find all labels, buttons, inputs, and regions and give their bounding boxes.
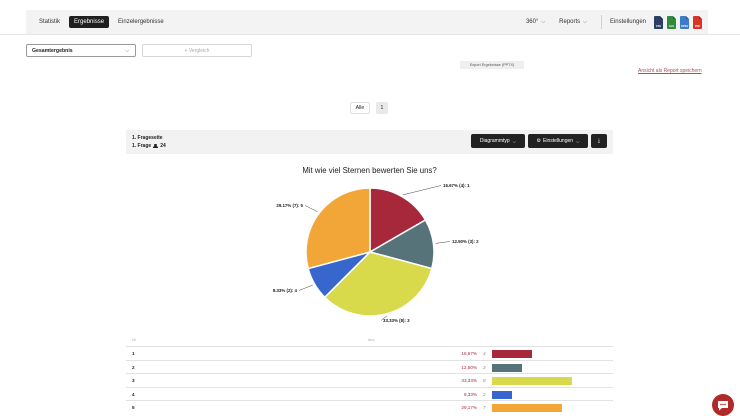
save-report-link[interactable]: Ansicht als Report speichern bbox=[638, 68, 702, 74]
compare-button[interactable]: + Vergleich bbox=[142, 44, 252, 57]
chart-type-button[interactable]: Diagrammtyp ⌵ bbox=[471, 134, 525, 148]
page-1-button[interactable]: 1 bbox=[376, 102, 388, 114]
top-toolbar: Statistik Ergebnisse Einzelergebnisse 36… bbox=[26, 10, 708, 34]
main-nav: Statistik Ergebnisse Einzelergebnisse bbox=[34, 16, 173, 28]
csv-file-icon[interactable]: CSV bbox=[654, 15, 663, 29]
result-select-value: Gesamtergebnis bbox=[32, 47, 73, 54]
row-index: 5 bbox=[132, 405, 135, 410]
row-percent: 12,50% bbox=[461, 364, 477, 370]
chevron-down-icon: ⌵ bbox=[576, 138, 580, 144]
user-icon bbox=[153, 143, 159, 149]
row-percent: 8,33% bbox=[463, 391, 477, 397]
row-bar bbox=[492, 377, 572, 385]
pie-label-3: 33.33% (8): 3 bbox=[383, 318, 410, 323]
chat-button[interactable] bbox=[712, 394, 734, 416]
respondent-count: 24 bbox=[160, 143, 166, 149]
pie-leader-line bbox=[298, 284, 313, 291]
table-row: 4 8,33% 2 bbox=[126, 386, 613, 401]
row-bar bbox=[492, 350, 532, 358]
pie-leader-line bbox=[380, 315, 388, 321]
dropdown-reports[interactable]: Reports ⌵ bbox=[559, 19, 587, 25]
chevron-down-icon: ⌵ bbox=[583, 19, 587, 25]
table-row: 2 12,50% 3 bbox=[126, 359, 613, 374]
table-header-nr: Nr. bbox=[132, 338, 137, 342]
pie-label-4: 8.33% (2): 4 bbox=[273, 288, 298, 293]
pagination: Alle 1 bbox=[350, 102, 388, 114]
chevron-down-icon: ⌵ bbox=[541, 19, 546, 25]
pie-label-2: 12.50% (3): 2 bbox=[452, 239, 479, 244]
row-count: 3 bbox=[483, 364, 486, 370]
row-percent: 33,33% bbox=[461, 378, 477, 383]
dropdown-360-label: 360° bbox=[525, 19, 539, 25]
chevron-down-icon: ⌵ bbox=[125, 47, 129, 54]
question-label: 1. Frage bbox=[132, 143, 152, 149]
row-count: 8 bbox=[483, 378, 486, 383]
result-select[interactable]: Gesamtergebnis ⌵ bbox=[26, 44, 136, 57]
pie-slice-5[interactable] bbox=[305, 187, 371, 270]
nav-einzelergebnisse[interactable]: Einzelergebnisse bbox=[118, 19, 164, 25]
row-bar bbox=[492, 404, 562, 412]
pie-slice-1[interactable] bbox=[369, 187, 427, 254]
download-icon: ⤓ bbox=[597, 138, 601, 144]
header-divider bbox=[0, 34, 740, 35]
xls-label: XLS bbox=[668, 24, 675, 28]
xls-file-icon[interactable]: XLS bbox=[667, 15, 676, 29]
toolbar-right: 360° ⌵ Reports ⌵ Einstellungen CSV XLS S… bbox=[526, 15, 708, 29]
pie-leader-line bbox=[304, 205, 318, 213]
row-index: 2 bbox=[132, 364, 135, 370]
pie-label-5: 29.17% (7): 5 bbox=[276, 203, 303, 208]
nav-ergebnisse[interactable]: Ergebnisse bbox=[69, 16, 110, 28]
row-index: 4 bbox=[132, 391, 135, 397]
table-row: 1 16,67% 4 bbox=[126, 346, 613, 360]
table-header-anz: Anz. bbox=[368, 338, 376, 342]
chat-bubble-icon bbox=[718, 400, 728, 410]
chart-settings-label: Einstellungen bbox=[543, 138, 574, 144]
pie-leader-line bbox=[435, 241, 451, 244]
download-button[interactable]: ⤓ bbox=[591, 134, 607, 148]
chart-title: Mit wie viel Sternen bewerten Sie uns? bbox=[302, 166, 437, 175]
row-count: 7 bbox=[483, 405, 486, 410]
export-tooltip: Export Ergebnisse (PPTX) bbox=[460, 61, 524, 69]
row-bar bbox=[492, 390, 512, 399]
row-count: 4 bbox=[483, 351, 486, 356]
csv-label: CSV bbox=[655, 24, 662, 28]
row-index: 3 bbox=[132, 378, 135, 383]
settings-link[interactable]: Einstellungen bbox=[609, 19, 646, 25]
pie-slice-3[interactable] bbox=[323, 251, 433, 317]
pie-label-1: 16.67% (4): 1 bbox=[443, 183, 470, 188]
gear-icon: ⚙ bbox=[536, 138, 542, 144]
row-count: 2 bbox=[483, 391, 486, 397]
row-index: 1 bbox=[132, 351, 135, 356]
chevron-down-icon: ⌵ bbox=[512, 138, 517, 144]
page-all-button[interactable]: Alle bbox=[350, 102, 370, 114]
row-bar bbox=[492, 363, 522, 372]
row-percent: 16,67% bbox=[461, 351, 477, 356]
question-info: 1. Frage 24 bbox=[132, 143, 166, 149]
row-percent: 29,17% bbox=[461, 405, 477, 410]
page-label: 1. Frageseite bbox=[132, 135, 163, 141]
chart-type-label: Diagrammtyp bbox=[479, 138, 510, 144]
pdf-file-icon[interactable]: PDF bbox=[693, 15, 702, 29]
divider bbox=[600, 15, 602, 29]
table-row: 5 29,17% 7 bbox=[126, 400, 613, 414]
pie-leader-line bbox=[402, 185, 442, 196]
pdf-label: PDF bbox=[694, 24, 701, 28]
chart-settings-button[interactable]: ⚙ Einstellungen ⌵ bbox=[528, 134, 588, 148]
table-row: 3 33,33% 8 bbox=[126, 373, 613, 387]
dropdown-360[interactable]: 360° ⌵ bbox=[526, 19, 545, 25]
spss-label: SPSS bbox=[681, 24, 688, 28]
nav-statistik[interactable]: Statistik bbox=[39, 19, 61, 25]
spss-file-icon[interactable]: SPSS bbox=[680, 15, 689, 29]
dropdown-reports-label: Reports bbox=[559, 19, 581, 25]
